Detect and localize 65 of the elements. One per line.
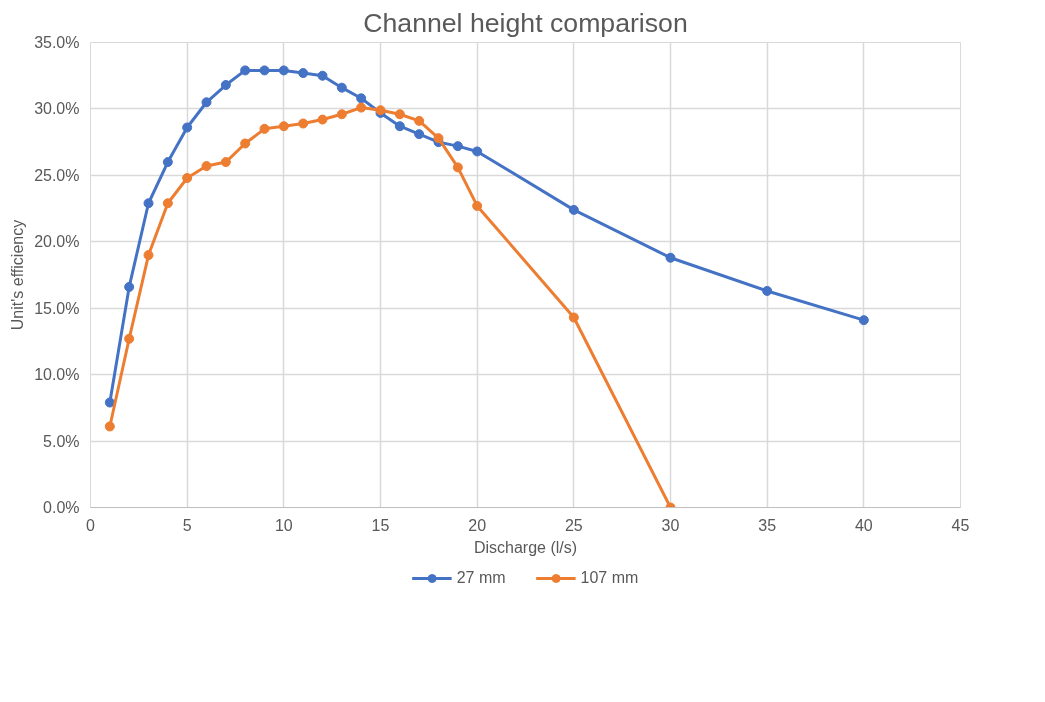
point — [317, 70, 328, 81]
y-tick-label: 5.0% — [43, 432, 80, 450]
point — [143, 198, 154, 209]
legend-label: 107 mm — [580, 569, 639, 587]
y-tick-label: 15.0% — [34, 299, 80, 317]
y-tick-label: 25.0% — [34, 166, 80, 184]
point — [220, 157, 231, 168]
point — [259, 123, 270, 134]
point — [858, 315, 869, 326]
point — [433, 133, 444, 144]
point — [568, 204, 579, 215]
x-axis-title: Discharge (l/s) — [473, 538, 578, 556]
x-tick-label: 0 — [86, 516, 96, 534]
x-tick-label: 15 — [371, 516, 390, 534]
y-tick-label: 30.0% — [34, 100, 80, 118]
point — [143, 250, 154, 261]
x-tick-label: 30 — [661, 516, 680, 534]
point — [278, 65, 289, 76]
point — [104, 397, 115, 408]
point — [336, 82, 347, 93]
point — [182, 122, 193, 133]
point — [182, 173, 193, 184]
point — [162, 198, 173, 209]
point — [240, 65, 251, 76]
x-tick-label: 40 — [854, 516, 873, 534]
x-tick-label: 20 — [468, 516, 487, 534]
point — [298, 68, 309, 79]
point — [356, 102, 367, 113]
point — [298, 118, 309, 129]
x-tick-label: 5 — [182, 516, 192, 534]
point — [259, 65, 270, 76]
point — [452, 162, 463, 173]
point — [394, 121, 405, 132]
point — [356, 93, 367, 104]
point — [665, 252, 676, 263]
point — [414, 129, 425, 140]
point — [278, 121, 289, 132]
point — [568, 312, 579, 323]
point — [201, 161, 212, 172]
x-tick-label: 10 — [274, 516, 293, 534]
legend-label: 27 mm — [456, 569, 506, 587]
point — [124, 333, 135, 344]
point — [394, 109, 405, 120]
point — [762, 285, 773, 296]
y-tick-label: 0.0% — [43, 499, 80, 516]
x-tick-label: 35 — [758, 516, 777, 534]
y-axis-title: Unit's efficiency — [9, 219, 27, 331]
point — [472, 200, 483, 211]
point — [201, 97, 212, 108]
point — [472, 146, 483, 157]
point — [317, 114, 328, 125]
chart-title: Channel height comparison — [363, 7, 688, 38]
point — [104, 421, 115, 432]
point — [452, 141, 463, 152]
y-tick-label: 35.0% — [34, 34, 80, 51]
point — [220, 80, 231, 91]
x-tick-label: 45 — [951, 516, 970, 534]
x-tick-label: 25 — [564, 516, 583, 534]
y-tick-label: 10.0% — [34, 366, 80, 384]
point — [336, 109, 347, 120]
point — [162, 157, 173, 168]
point — [124, 281, 135, 292]
point — [240, 138, 251, 149]
y-tick-label: 20.0% — [34, 233, 80, 251]
point — [414, 115, 425, 126]
